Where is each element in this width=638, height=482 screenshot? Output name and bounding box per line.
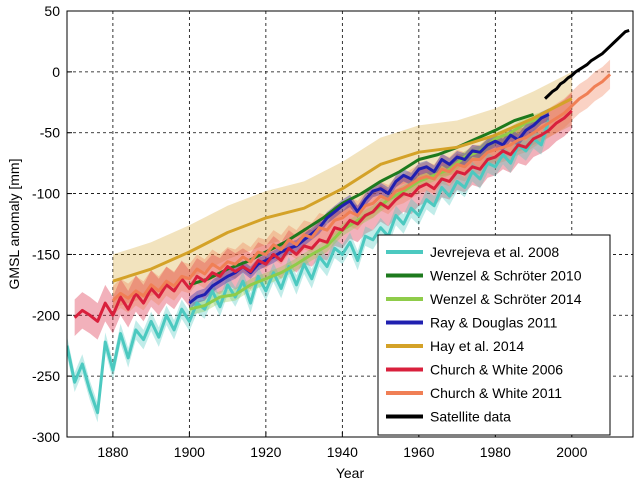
line-church-white-2006 <box>73 109 573 323</box>
legend-label-church-white-2006: Church & White 2006 <box>430 362 563 378</box>
line-wenzel-schr-ter-2010 <box>188 113 535 287</box>
legend-label-church-white-2011: Church & White 2011 <box>430 385 562 401</box>
y-tick-label-50: 50 <box>44 3 60 19</box>
series-lines <box>67 29 630 415</box>
legend: Jevrejeva et al. 2008 Wenzel & Schröter 2… <box>377 234 611 436</box>
x-axis-label: Year <box>336 465 365 481</box>
legend-label-hay-et-al-2014: Hay et al. 2014 <box>430 338 524 354</box>
plot-frame <box>66 10 634 438</box>
line-church-white-2011 <box>111 73 612 302</box>
y-tick-label--200: -200 <box>32 307 60 323</box>
legend-label-ray-douglas-2011: Ray & Douglas 2011 <box>430 315 558 331</box>
band-church-white-2011 <box>112 59 611 316</box>
legend-label-jevrejeva-et-al-2008: Jevrejeva et al. 2008 <box>430 244 559 260</box>
legend-label-satellite-data: Satellite data <box>430 409 511 425</box>
y-tick-label--250: -250 <box>32 368 60 384</box>
x-tick-label-1900: 1900 <box>174 444 205 460</box>
y-tick-label-0: 0 <box>52 64 60 80</box>
x-tick-label-1940: 1940 <box>327 444 358 460</box>
legend-label-wenzel-schr-ter-2010: Wenzel & Schröter 2010 <box>430 268 582 284</box>
y-axis-label: GMSL anomaly [mm] <box>6 159 22 290</box>
x-tick-label-1920: 1920 <box>250 444 281 460</box>
band-jevrejeva-et-al-2008 <box>67 110 549 423</box>
x-tick-label-2000: 2000 <box>556 444 587 460</box>
y-tick-label--100: -100 <box>32 186 60 202</box>
y-tick-label--50: -50 <box>40 125 60 141</box>
band-wenzel-schr-ter-2014 <box>189 112 542 316</box>
x-tick-label-1980: 1980 <box>480 444 511 460</box>
line-jevrejeva-et-al-2008 <box>67 120 551 415</box>
y-tick-label--150: -150 <box>32 246 60 262</box>
line-satellite-data <box>544 29 630 100</box>
x-tick-label-1880: 1880 <box>97 444 128 460</box>
x-tick-label-1960: 1960 <box>403 444 434 460</box>
legend-label-wenzel-schr-ter-2014: Wenzel & Schröter 2014 <box>430 291 582 307</box>
axis-ticks: 1880 1900 1920 1940 1960 1980 2000 50 0 -50 -100 -1… <box>32 3 588 460</box>
line-hay-et-al-2014 <box>112 97 573 283</box>
legend-box <box>377 234 611 436</box>
y-tick-label--300: -300 <box>32 429 60 445</box>
